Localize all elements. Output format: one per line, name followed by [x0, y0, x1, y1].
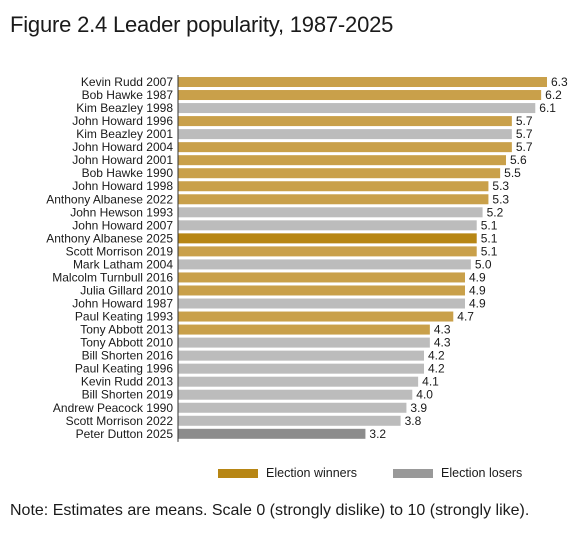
bar [178, 389, 413, 400]
bar-label: Paul Keating 1993 [75, 310, 173, 324]
bar-label: Scott Morrison 2022 [66, 414, 174, 428]
bar-label: Peter Dutton 2025 [76, 427, 174, 441]
bar [178, 350, 424, 361]
bar-value-label: 4.9 [469, 297, 486, 311]
bar [178, 181, 489, 192]
bar [178, 220, 477, 231]
bar-label: Anthony Albanese 2022 [46, 192, 173, 206]
bar [178, 402, 407, 413]
bar [178, 155, 506, 166]
bar-value-label: 5.0 [475, 257, 492, 271]
legend: Election winners Election losers [218, 466, 558, 480]
bar [178, 272, 465, 283]
bar-label: Anthony Albanese 2025 [46, 231, 173, 245]
chart-note: Note: Estimates are means. Scale 0 (stro… [10, 502, 530, 519]
bar [178, 77, 547, 87]
bar-label: Tony Abbott 2013 [80, 323, 173, 337]
bar-label: Bill Shorten 2016 [82, 349, 174, 363]
bar-label: Julia Gillard 2010 [80, 283, 173, 297]
bar-label: John Hewson 1993 [70, 205, 173, 219]
bar-label: Andrew Peacock 1990 [53, 401, 173, 415]
bar-label: Kim Beazley 1998 [76, 101, 173, 115]
bar-label: Scott Morrison 2019 [66, 244, 174, 258]
bar-label: John Howard 1987 [72, 297, 173, 311]
bar-label: Tony Abbott 2010 [80, 336, 173, 350]
bar [178, 103, 536, 114]
bar-value-label: 5.2 [487, 205, 504, 219]
bar [178, 90, 542, 101]
bar [178, 311, 454, 322]
bar-label: John Howard 1998 [72, 179, 173, 193]
bar-value-label: 5.1 [481, 244, 498, 258]
bar-value-label: 4.2 [428, 349, 445, 363]
bar-label: John Howard 2007 [72, 218, 173, 232]
bar-value-label: 5.7 [516, 127, 533, 141]
bar-value-label: 4.9 [469, 270, 486, 284]
bar-label: Bob Hawke 1987 [82, 88, 174, 102]
legend-item-losers: Election losers [393, 466, 522, 480]
bar [178, 363, 424, 374]
bar-value-label: 4.3 [434, 336, 451, 350]
bar-value-label: 6.3 [551, 75, 568, 89]
legend-label-winners: Election winners [266, 466, 358, 480]
legend-item-winners: Election winners [218, 466, 357, 480]
bar-label: Mark Latham 2004 [73, 257, 173, 271]
bar-label: Malcolm Turnbull 2016 [52, 270, 173, 284]
bar-label: John Howard 2001 [72, 153, 173, 167]
legend-swatch-winners [218, 468, 258, 478]
bar-value-label: 3.2 [369, 427, 386, 441]
bar-value-label: 4.1 [422, 375, 439, 389]
bar-value-label: 5.1 [481, 231, 498, 245]
bar-value-label: 6.1 [539, 101, 556, 115]
bar [178, 168, 501, 179]
bar-value-label: 5.5 [504, 166, 521, 180]
bar-value-label: 4.0 [416, 388, 433, 402]
bar [178, 298, 465, 309]
bar [178, 285, 465, 296]
bar-value-label: 6.2 [545, 88, 562, 102]
bar [178, 376, 419, 387]
bar-value-label: 5.3 [492, 179, 509, 193]
legend-label-losers: Election losers [441, 466, 523, 480]
bar-value-label: 3.9 [410, 401, 427, 415]
bar-value-label: 5.7 [516, 114, 533, 128]
bar [178, 116, 512, 127]
bar-label: John Howard 2004 [72, 140, 173, 154]
bar [178, 337, 430, 348]
bar [178, 259, 471, 270]
bar-label: Kim Beazley 2001 [76, 127, 173, 141]
bar-label: Kevin Rudd 2013 [81, 375, 173, 389]
bar-value-label: 4.7 [457, 310, 474, 324]
bar [178, 207, 483, 218]
bar-value-label: 5.7 [516, 140, 533, 154]
bar [178, 194, 489, 205]
bar-value-label: 4.2 [428, 362, 445, 376]
bar [178, 324, 430, 335]
bar-value-label: 4.9 [469, 283, 486, 297]
bar-chart: Kevin Rudd 2007 6.3 Bob Hawke 1987 6.2 Kim B… [46, 75, 568, 442]
bar-value-label: 3.8 [405, 414, 422, 428]
bar [178, 142, 512, 153]
bar-label: Bob Hawke 1990 [82, 166, 174, 180]
legend-swatch-losers [393, 468, 434, 478]
bar-value-label: 5.1 [481, 218, 498, 232]
bar [178, 246, 477, 257]
bar-label: Kevin Rudd 2007 [81, 75, 173, 89]
bar-value-label: 5.3 [492, 192, 509, 206]
chart-title: Figure 2.4 Leader popularity, 1987-2025 [10, 12, 394, 37]
bar [178, 129, 512, 140]
bar-label: John Howard 1996 [72, 114, 173, 128]
bar [178, 233, 477, 244]
bar-value-label: 5.6 [510, 153, 527, 167]
bar-label: Bill Shorten 2019 [82, 388, 174, 402]
bar-label: Paul Keating 1996 [75, 362, 173, 376]
bar-value-label: 4.3 [434, 323, 451, 337]
bar [178, 415, 401, 426]
bar [178, 428, 366, 439]
